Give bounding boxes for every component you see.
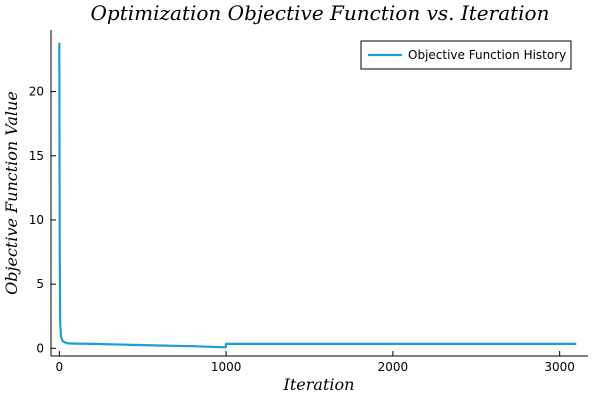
legend-label: Objective Function History <box>408 48 566 62</box>
series-line <box>58 42 577 349</box>
x-tick-label: 1000 <box>211 360 242 374</box>
y-axis-label: Objective Function Value <box>2 91 21 295</box>
legend: Objective Function History <box>360 40 572 70</box>
y-tick-label: 15 <box>29 149 44 163</box>
chart-title: Optimization Objective Function vs. Iter… <box>91 1 550 25</box>
plot-area: 0 1000 2000 3000 0 5 10 15 20 <box>29 30 588 374</box>
x-tick-label: 3000 <box>544 360 575 374</box>
y-tick-label: 20 <box>29 85 44 99</box>
x-tick-label: 0 <box>56 360 64 374</box>
series-layer <box>58 42 577 349</box>
x-tick-label: 2000 <box>378 360 409 374</box>
y-tick-label: 0 <box>36 341 44 355</box>
y-tick-label: 10 <box>29 213 44 227</box>
y-ticks: 0 5 10 15 20 <box>29 85 56 355</box>
x-axis-label: Iteration <box>283 375 355 394</box>
y-tick-label: 5 <box>36 277 44 291</box>
x-ticks: 0 1000 2000 3000 <box>56 351 575 374</box>
